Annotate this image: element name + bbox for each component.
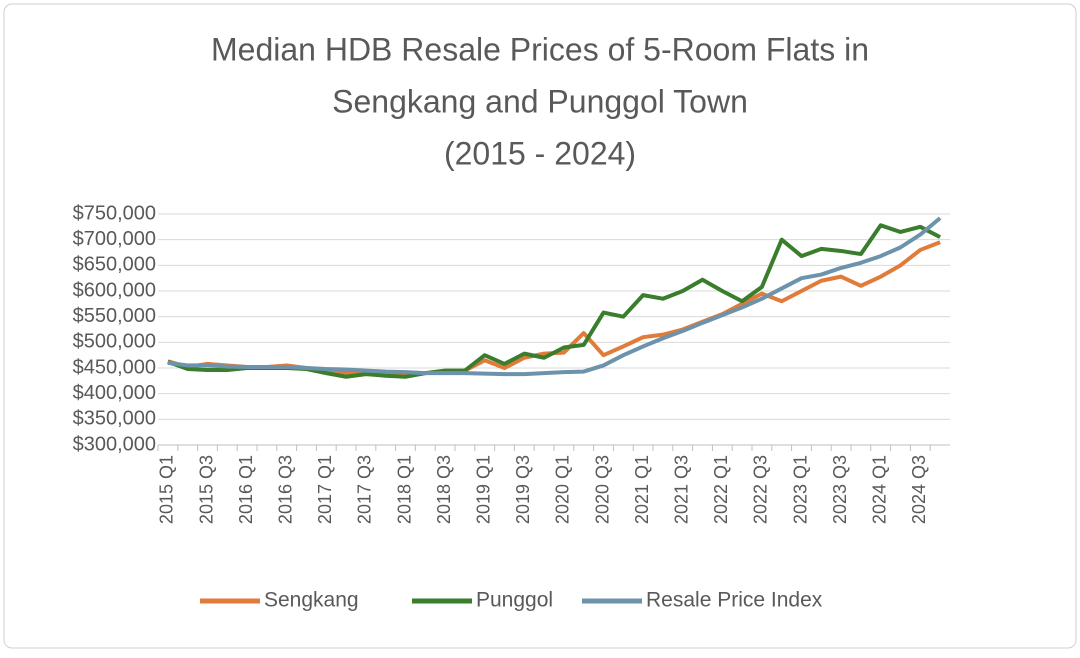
x-tick-label: 2018 Q1 (394, 455, 414, 524)
y-tick-label: $500,000 (73, 331, 156, 353)
y-tick-label: $350,000 (73, 408, 156, 430)
legend-label: Punggol (476, 589, 553, 612)
x-tick-label: 2020 Q3 (592, 455, 612, 524)
x-tick-label: 2020 Q1 (553, 455, 573, 524)
x-tick-label: 2016 Q3 (275, 455, 295, 524)
y-tick-label: $750,000 (73, 202, 156, 224)
y-tick-label: $300,000 (73, 433, 156, 455)
y-tick-label: $700,000 (73, 228, 156, 250)
x-tick-label: 2023 Q3 (830, 455, 850, 524)
legend-label: Resale Price Index (646, 589, 823, 612)
x-tick-label: 2019 Q1 (473, 455, 493, 524)
x-tick-label: 2016 Q1 (236, 455, 256, 524)
x-tick-label: 2021 Q3 (671, 455, 691, 524)
x-tick-label: 2024 Q3 (909, 455, 929, 524)
legend-label: Sengkang (264, 589, 359, 612)
chart-title: (2015 - 2024) (444, 135, 636, 171)
chart-title: Sengkang and Punggol Town (332, 83, 748, 119)
chart-border (3, 3, 1077, 649)
x-tick-label: 2017 Q3 (355, 455, 375, 524)
y-tick-label: $400,000 (73, 382, 156, 404)
x-tick-label: 2017 Q1 (315, 455, 335, 524)
y-tick-label: $650,000 (73, 254, 156, 276)
x-tick-label: 2015 Q3 (196, 455, 216, 524)
x-tick-label: 2022 Q3 (751, 455, 771, 524)
x-tick-label: 2022 Q1 (711, 455, 731, 524)
x-tick-label: 2023 Q1 (790, 455, 810, 524)
chart-title: Median HDB Resale Prices of 5-Room Flats… (211, 31, 869, 67)
y-tick-label: $600,000 (73, 279, 156, 301)
x-tick-label: 2024 Q1 (869, 455, 889, 524)
y-tick-label: $450,000 (73, 356, 156, 378)
x-tick-label: 2021 Q1 (632, 455, 652, 524)
x-tick-label: 2019 Q3 (513, 455, 533, 524)
series-line (167, 216, 942, 377)
x-tick-label: 2018 Q3 (434, 455, 454, 524)
y-tick-label: $550,000 (73, 305, 156, 327)
x-tick-label: 2015 Q1 (157, 455, 177, 524)
